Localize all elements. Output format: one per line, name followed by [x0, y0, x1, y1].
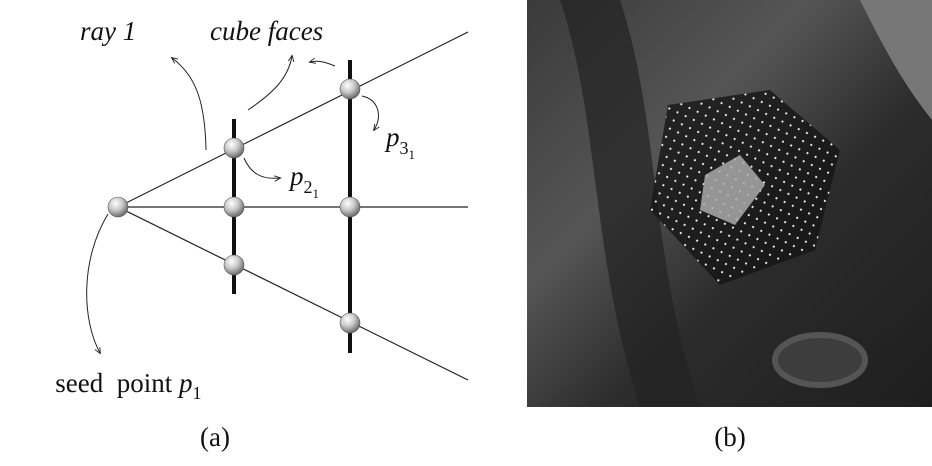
ray-label: ray 1	[80, 16, 136, 46]
figure: ray 1 cube faces p21 p31 seed point p1 (…	[0, 0, 932, 466]
label-base: p	[177, 368, 193, 398]
arrow	[244, 158, 280, 178]
label-sub: 1	[192, 383, 201, 403]
label-subsub: 1	[409, 147, 416, 162]
label-subsub: 1	[313, 186, 320, 201]
arrow	[87, 214, 108, 353]
arrow	[172, 58, 206, 150]
caption: (b)	[714, 422, 745, 452]
label-sub: 2	[304, 177, 313, 197]
diagram: ray 1 cube faces p21 p31 seed point p1 (…	[8, 16, 468, 452]
label-text: seed point	[55, 368, 172, 398]
label-sub: 3	[400, 138, 409, 158]
label-base: p	[288, 161, 304, 191]
sample-points	[108, 79, 360, 333]
arrow	[362, 96, 378, 130]
arrow	[310, 61, 335, 66]
p3-label: p31	[384, 122, 415, 162]
image-feature	[775, 335, 865, 385]
arrow	[248, 56, 292, 110]
caption: (a)	[200, 422, 230, 452]
label-base: p	[384, 122, 400, 152]
p2-label: p21	[288, 161, 319, 201]
rendered-image: (b)	[527, 0, 932, 452]
ray-line	[118, 207, 468, 380]
seed-label: seed point p1	[8, 368, 235, 405]
faces-label: cube faces	[210, 16, 323, 46]
